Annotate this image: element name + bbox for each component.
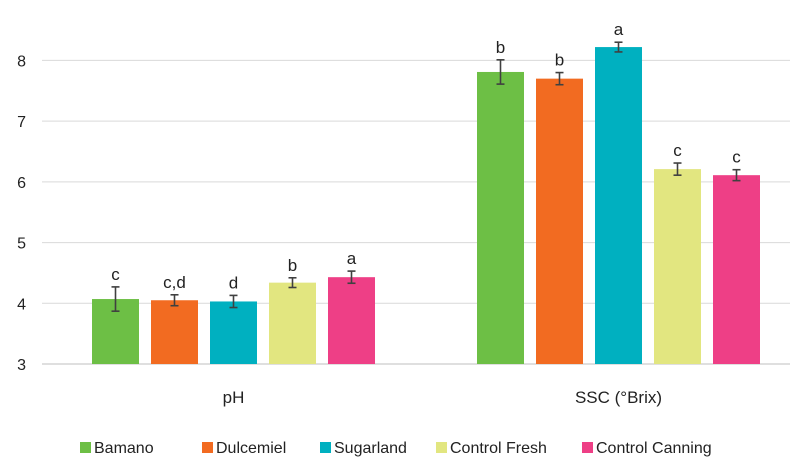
significance-label: d [229,273,238,292]
y-tick-label: 3 [17,357,26,374]
legend-label: Bamano [94,440,154,457]
error-bar [496,59,505,85]
error-bars [111,41,741,312]
x-axis-category-labels: pH SSC (°Brix) [223,388,662,407]
error-bar [229,294,238,309]
bar-dulcemiel [151,300,198,364]
significance-label: b [496,38,505,57]
legend-swatch [582,442,593,453]
error-bar [347,270,356,285]
significance-label: a [614,20,624,39]
significance-label: a [347,249,357,268]
error-bar [732,168,741,182]
significance-label: b [288,256,297,275]
legend-swatch [436,442,447,453]
y-tick-label: 8 [17,53,26,70]
category-label: pH [223,388,245,407]
significance-label: c [732,148,741,167]
bar-dulcemiel [536,78,583,365]
legend-swatch [320,442,331,453]
bar-control-canning [713,175,760,364]
error-bar [673,162,682,176]
y-tick-label: 5 [17,236,26,253]
error-bar [614,41,623,53]
legend-label: Control Canning [596,440,712,457]
bar-sugarland [210,301,257,364]
significance-label: c [673,141,682,160]
bars [92,47,760,365]
significance-labels: c b c,d b d a b c a c [111,20,741,292]
significance-label: b [555,51,564,70]
significance-label: c [111,265,120,284]
error-bar [288,276,297,289]
bar-control-fresh [654,169,701,364]
y-tick-label: 4 [17,296,26,313]
legend: Bamano Dulcemiel Sugarland Control Fresh Con… [80,440,712,457]
error-bar [555,71,564,86]
bar-control-canning [328,277,375,364]
y-tick-label: 6 [17,175,26,192]
y-axis-tick-labels: 3 4 5 6 7 8 [17,53,26,374]
error-bar [170,293,179,307]
category-label: SSC (°Brix) [575,388,662,407]
legend-swatch [202,442,213,453]
bar-sugarland [595,47,642,364]
legend-swatch [80,442,91,453]
legend-label: Dulcemiel [216,440,286,457]
legend-label: Control Fresh [450,440,547,457]
y-tick-label: 7 [17,114,26,131]
legend-label: Sugarland [334,440,407,457]
significance-label: c,d [163,273,186,292]
bar-bamano [477,71,524,364]
bar-control-fresh [269,282,316,364]
error-bar [111,286,120,312]
